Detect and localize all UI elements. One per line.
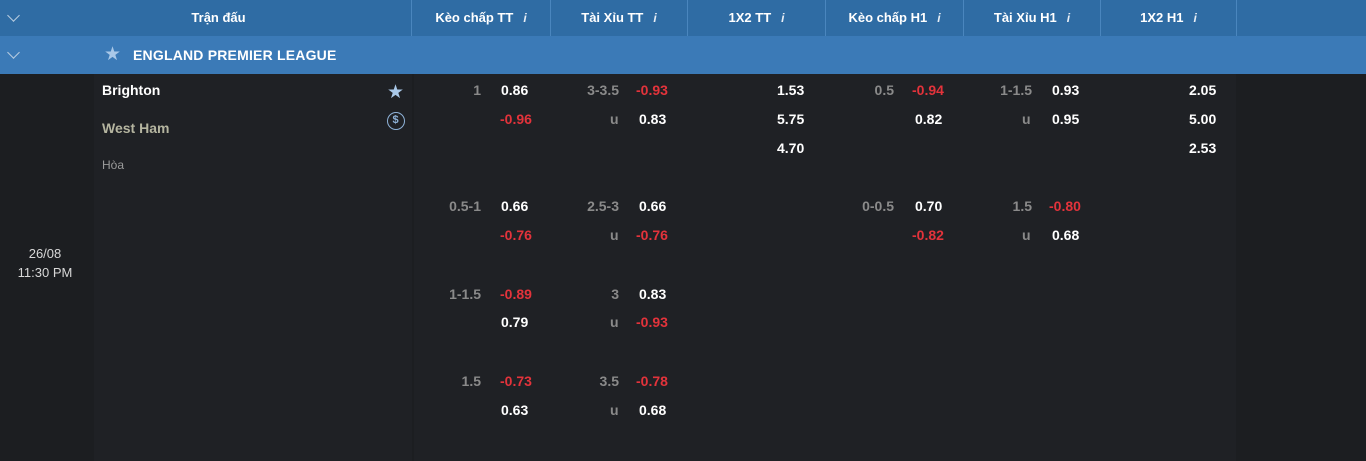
hdp-h1-away-odds[interactable]: 0.82: [915, 111, 943, 127]
draw-label: Hòa: [102, 158, 125, 172]
away-team[interactable]: West Ham: [102, 120, 170, 136]
ou-ft-over-odds[interactable]: -0.93: [636, 82, 668, 98]
header-1x2-h1[interactable]: 1X2 H1 i: [1101, 0, 1237, 36]
header-ou-h1-label: Tài Xỉu H1: [993, 10, 1057, 25]
ou-h1-line: 1.5: [1012, 198, 1032, 214]
header-1x2-h1-label: 1X2 H1: [1140, 10, 1184, 25]
hdp-ft-home-odds[interactable]: -0.73: [500, 373, 532, 389]
info-icon[interactable]: i: [1066, 11, 1071, 25]
header-match: Trận đấu: [26, 0, 412, 36]
ou-ft-line: 2.5-3: [587, 198, 619, 214]
ou-ft-over-odds[interactable]: 0.83: [639, 286, 667, 302]
hdp-ft-away-odds[interactable]: -0.96: [500, 111, 532, 127]
ou-h1-line: 1-1.5: [1000, 82, 1032, 98]
x12-ft-home-odds[interactable]: 1.53: [777, 82, 805, 98]
ou-ft-line: 3: [611, 286, 619, 302]
x12-ft-draw-odds[interactable]: 4.70: [777, 140, 805, 156]
ou-ft-under-odds[interactable]: -0.76: [636, 227, 668, 243]
ou-ft-over-odds[interactable]: 0.66: [639, 198, 667, 214]
header-handicap-h1[interactable]: Kèo chấp H1 i: [826, 0, 964, 36]
hdp-ft-line: 0.5-1: [449, 198, 481, 214]
ou-h1-over-odds[interactable]: -0.80: [1049, 198, 1081, 214]
ou-ft-under-label: u: [610, 314, 619, 330]
hdp-ft-away-odds[interactable]: 0.63: [501, 402, 529, 418]
hdp-ft-away-odds[interactable]: 0.79: [501, 314, 529, 330]
header-1x2-ft[interactable]: 1X2 TT i: [688, 0, 826, 36]
ou-ft-under-odds[interactable]: -0.93: [636, 314, 668, 330]
ou-ft-under-label: u: [610, 402, 619, 418]
header-match-label: Trận đấu: [191, 10, 246, 25]
ou-ft-under-label: u: [610, 227, 619, 243]
header-1x2-ft-label: 1X2 TT: [728, 10, 772, 25]
hdp-ft-line: 1: [473, 82, 481, 98]
hdp-h1-line: 0.5: [874, 82, 894, 98]
ou-ft-under-label: u: [610, 111, 619, 127]
match-time: 11:30 PM: [17, 265, 73, 280]
hdp-ft-line: 1.5: [461, 373, 481, 389]
info-icon[interactable]: i: [781, 11, 785, 25]
x12-h1-away-odds[interactable]: 5.00: [1189, 111, 1217, 127]
ou-h1-under-odds[interactable]: 0.95: [1052, 111, 1080, 127]
header-handicap-ft-label: Kèo chấp TT: [435, 10, 514, 25]
hdp-h1-line: 0-0.5: [862, 198, 894, 214]
ou-ft-over-odds[interactable]: -0.78: [636, 373, 668, 389]
header-ou-h1[interactable]: Tài Xỉu H1 i: [964, 0, 1101, 36]
ou-h1-over-odds[interactable]: 0.93: [1052, 82, 1080, 98]
ou-h1-under-label: u: [1022, 227, 1031, 243]
x12-h1-home-odds[interactable]: 2.05: [1189, 82, 1217, 98]
hdp-h1-away-odds[interactable]: -0.82: [912, 227, 944, 243]
info-icon[interactable]: i: [937, 11, 941, 25]
odds-panel: [414, 74, 1236, 461]
x12-ft-away-odds[interactable]: 5.75: [777, 111, 805, 127]
info-icon[interactable]: i: [653, 11, 657, 25]
match-panel: [94, 74, 412, 461]
info-icon[interactable]: i: [523, 11, 527, 25]
chevron-down-icon[interactable]: [7, 46, 20, 59]
info-icon[interactable]: i: [1193, 11, 1197, 25]
header-ou-ft[interactable]: Tài Xỉu TT i: [551, 0, 688, 36]
coin-symbol: $: [392, 114, 399, 126]
ou-ft-line: 3.5: [599, 373, 619, 389]
hdp-ft-home-odds[interactable]: -0.89: [500, 286, 532, 302]
star-icon[interactable]: ★: [387, 82, 405, 103]
league-bar[interactable]: ★ ENGLAND PREMIER LEAGUE: [0, 36, 1366, 74]
table-header: Trận đấu Kèo chấp TT i Tài Xỉu TT i 1X2 TT…: [0, 0, 1366, 36]
hdp-ft-away-odds[interactable]: -0.76: [500, 227, 532, 243]
header-handicap-ft[interactable]: Kèo chấp TT i: [412, 0, 551, 36]
home-team[interactable]: Brighton: [102, 82, 161, 98]
league-name: ENGLAND PREMIER LEAGUE: [133, 47, 337, 63]
hdp-ft-line: 1-1.5: [449, 286, 481, 302]
ou-h1-under-label: u: [1022, 111, 1031, 127]
hdp-ft-home-odds[interactable]: 0.86: [501, 82, 529, 98]
star-icon[interactable]: ★: [104, 44, 122, 65]
hdp-h1-home-odds[interactable]: 0.70: [915, 198, 943, 214]
ou-ft-under-odds[interactable]: 0.68: [639, 402, 667, 418]
ou-ft-line: 3-3.5: [587, 82, 619, 98]
match-date: 26/08: [28, 246, 62, 261]
ou-h1-under-odds[interactable]: 0.68: [1052, 227, 1080, 243]
hdp-ft-home-odds[interactable]: 0.66: [501, 198, 529, 214]
header-ou-ft-label: Tài Xỉu TT: [581, 10, 644, 25]
ou-ft-under-odds[interactable]: 0.83: [639, 111, 667, 127]
hdp-h1-home-odds[interactable]: -0.94: [912, 82, 944, 98]
header-handicap-h1-label: Kèo chấp H1: [848, 10, 928, 25]
x12-h1-draw-odds[interactable]: 2.53: [1189, 140, 1217, 156]
coin-icon[interactable]: $: [387, 112, 405, 130]
chevron-down-icon[interactable]: [7, 9, 20, 22]
